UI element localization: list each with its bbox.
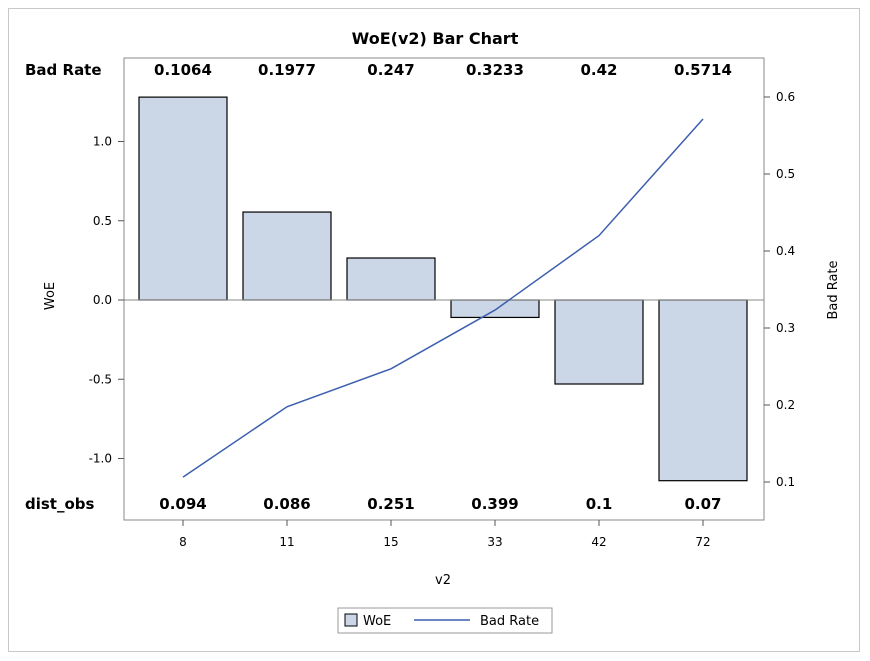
y-tick-label: -0.5 [89, 372, 112, 386]
y2-tick-label: 0.5 [776, 167, 795, 181]
y2-tick-label: 0.2 [776, 398, 795, 412]
right-axis-ticks: 0.6 0.5 0.4 0.3 0.2 0.1 [764, 90, 795, 489]
legend-woe-label: WoE [363, 614, 391, 629]
woe-bar-72 [658, 299, 748, 482]
bad-rate-inset-value: 0.3233 [466, 61, 524, 79]
y2-tick-label: 0.1 [776, 475, 795, 489]
bad-rate-inset-value: 0.247 [367, 61, 414, 79]
x-tick-label: 72 [695, 535, 710, 549]
woe-bar-11 [242, 211, 332, 301]
y-tick-label: 0.5 [93, 214, 112, 228]
inset-top-group: Bad Rate 0.1064 0.1977 0.247 0.3233 0.42 0.57… [25, 61, 732, 79]
chart-title: WoE(v2) Bar Chart [352, 29, 519, 48]
y-axis-label: WoE [43, 282, 58, 310]
legend: WoE Bad Rate [337, 607, 553, 634]
legend-bad-rate-label: Bad Rate [480, 614, 539, 629]
y-tick-label: -1.0 [89, 452, 112, 466]
woe-bar-33 [450, 299, 540, 319]
x-tick-label: 8 [179, 535, 187, 549]
dist-obs-inset-value: 0.251 [367, 495, 414, 513]
dist-obs-inset-value: 0.1 [586, 495, 613, 513]
y2-tick-label: 0.4 [776, 244, 795, 258]
bad-rate-inset-value: 0.42 [580, 61, 617, 79]
dist-obs-inset-value: 0.399 [471, 495, 518, 513]
bars-group [138, 96, 748, 482]
inset-bottom-group: dist_obs 0.094 0.086 0.251 0.399 0.1 0.07 [25, 495, 722, 513]
y2-tick-label: 0.6 [776, 90, 795, 104]
woe-bar-42 [554, 299, 644, 385]
x-tick-label: 33 [487, 535, 502, 549]
woe-bar-15 [346, 257, 436, 301]
woe-bar-8 [138, 96, 228, 301]
x-tick-label: 15 [383, 535, 398, 549]
inset-top-label: Bad Rate [25, 61, 102, 79]
dist-obs-inset-value: 0.07 [684, 495, 721, 513]
bad-rate-inset-value: 0.1977 [258, 61, 316, 79]
y2-tick-label: 0.3 [776, 321, 795, 335]
dist-obs-inset-value: 0.094 [159, 495, 206, 513]
legend-woe-swatch [344, 613, 358, 627]
bad-rate-line-group [182, 118, 704, 478]
x-tick-label: 11 [279, 535, 294, 549]
x-axis-ticks: 8 11 15 33 42 72 [179, 520, 711, 549]
y-tick-label: 1.0 [93, 135, 112, 149]
dist-obs-inset-value: 0.086 [263, 495, 310, 513]
plot-area [123, 57, 765, 521]
bad-rate-inset-value: 0.1064 [154, 61, 212, 79]
left-axis-ticks: 1.0 0.5 0.0 -0.5 -1.0 [89, 135, 124, 466]
inset-bottom-label: dist_obs [25, 495, 95, 513]
x-axis-label: v2 [435, 573, 451, 588]
bad-rate-line [182, 118, 704, 478]
x-tick-label: 42 [591, 535, 606, 549]
y2-axis-label: Bad Rate [826, 260, 841, 319]
bad-rate-inset-value: 0.5714 [674, 61, 732, 79]
y-tick-label: 0.0 [93, 293, 112, 307]
